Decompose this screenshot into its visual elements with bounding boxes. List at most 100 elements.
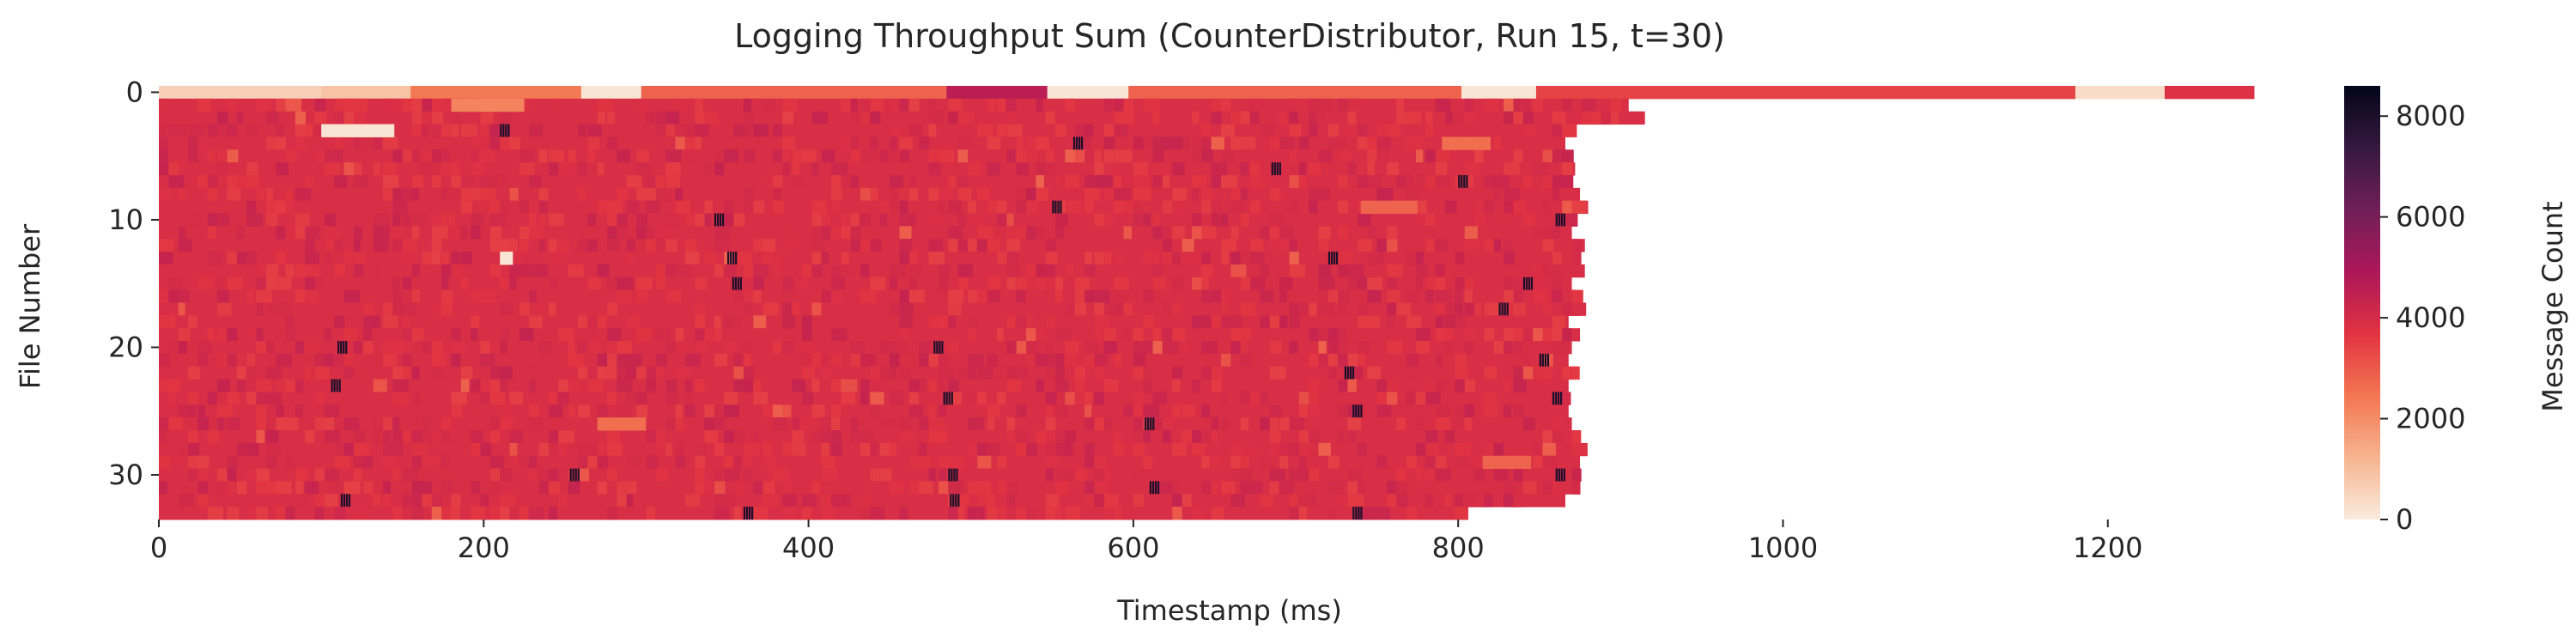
heatmap-cell	[1376, 328, 1393, 342]
heatmap-cell	[1084, 353, 1098, 368]
heatmap-cell	[1230, 404, 1242, 418]
heatmap-cell	[168, 417, 183, 431]
heatmap-hotspot	[1352, 366, 1355, 380]
heatmap-cell	[451, 264, 464, 278]
heatmap-cell	[957, 187, 972, 202]
heatmap-cell	[636, 276, 653, 291]
heatmap-cell	[305, 289, 319, 303]
heatmap-cell	[217, 404, 233, 418]
heatmap-cell	[412, 124, 424, 137]
heatmap-cell	[957, 366, 969, 380]
heatmap-cell	[178, 341, 187, 355]
heatmap-cell	[410, 86, 582, 100]
heatmap-cell	[246, 379, 258, 392]
heatmap-cell	[188, 149, 199, 163]
heatmap-cell	[538, 302, 549, 316]
heatmap-cell	[1152, 442, 1165, 457]
heatmap-cell	[246, 252, 257, 265]
heatmap-cell	[1045, 417, 1056, 431]
heatmap-cell	[948, 239, 961, 252]
heatmap-cell	[1513, 200, 1527, 215]
heatmap-hotspot	[1150, 417, 1152, 431]
heatmap-cell	[471, 213, 484, 227]
heatmap-cell	[617, 341, 632, 355]
heatmap-cell	[256, 468, 270, 482]
heatmap-cell	[1230, 200, 1245, 215]
colorbar-label: Message Count	[2537, 201, 2569, 411]
heatmap-cell	[811, 289, 823, 303]
heatmap-cell	[412, 187, 419, 202]
heatmap-cell	[1084, 341, 1098, 355]
heatmap-cell	[607, 507, 618, 520]
heatmap-cell	[295, 468, 309, 482]
heatmap-cell	[471, 507, 486, 520]
heatmap-cell	[1435, 379, 1447, 392]
heatmap-cell	[957, 494, 970, 507]
heatmap-cell	[675, 328, 684, 342]
heatmap-cell	[841, 392, 856, 405]
heatmap-cell	[919, 481, 933, 495]
heatmap-cell	[811, 226, 824, 240]
heatmap-cell	[1162, 417, 1175, 431]
heatmap-cell	[265, 481, 278, 495]
heatmap-cell	[373, 507, 387, 520]
heatmap-cell	[1045, 455, 1060, 470]
heatmap-cell	[587, 137, 600, 150]
heatmap-cell	[1425, 430, 1438, 444]
heatmap-cell	[597, 404, 608, 418]
heatmap-cell	[1201, 289, 1212, 303]
heatmap-hotspot	[1498, 302, 1501, 316]
heatmap-cell	[1504, 289, 1515, 303]
heatmap-cell	[1036, 98, 1043, 112]
heatmap-cell	[821, 455, 835, 470]
heatmap-cell	[1386, 341, 1403, 355]
heatmap-cell	[899, 366, 911, 380]
heatmap-cell	[1562, 162, 1573, 176]
heatmap-hotspot	[1463, 174, 1466, 188]
heatmap-cell	[529, 366, 538, 380]
heatmap-cell	[500, 379, 508, 392]
heatmap-cell	[1386, 239, 1398, 252]
heatmap-cell	[1425, 392, 1441, 405]
heatmap-cell	[1172, 481, 1180, 495]
heatmap-cell	[1094, 289, 1111, 303]
heatmap-cell	[441, 417, 452, 431]
heatmap-cell	[276, 162, 289, 176]
heatmap-cell	[1006, 315, 1016, 329]
heatmap-cell	[675, 341, 689, 355]
heatmap-cell	[948, 442, 957, 457]
heatmap-cell	[714, 149, 726, 163]
heatmap-cell	[1094, 302, 1105, 316]
heatmap-cell	[383, 341, 394, 355]
heatmap-cell	[1484, 200, 1495, 215]
heatmap-cell	[1396, 468, 1409, 482]
heatmap-cell	[879, 149, 889, 163]
heatmap-cell	[489, 226, 502, 240]
heatmap-cell	[480, 328, 491, 342]
heatmap-cell	[860, 392, 869, 405]
heatmap-cell	[236, 379, 246, 392]
heatmap-cell	[890, 353, 902, 368]
heatmap-cell	[1309, 124, 1318, 137]
heatmap-cell	[1610, 111, 1619, 125]
heatmap-cell	[1610, 98, 1622, 112]
heatmap-cell	[305, 366, 312, 380]
heatmap-cell	[1152, 328, 1161, 342]
heatmap-cell	[792, 174, 804, 189]
heatmap-cell	[246, 124, 260, 137]
heatmap-cell	[1074, 379, 1084, 392]
heatmap-cell	[1435, 302, 1447, 316]
heatmap-cell	[1327, 366, 1337, 380]
heatmap-cell	[782, 404, 792, 418]
heatmap-cell	[850, 98, 858, 112]
heatmap-cell	[188, 392, 198, 405]
heatmap-cell	[353, 366, 369, 380]
heatmap-hotspot	[716, 213, 720, 227]
heatmap-cell	[373, 137, 382, 150]
heatmap-cell	[636, 404, 648, 418]
colorbar-tick-label: 4000	[2396, 301, 2465, 334]
heatmap-cell	[967, 162, 981, 176]
heatmap-cell	[655, 353, 667, 368]
heatmap-hotspot	[1075, 137, 1078, 150]
heatmap-cell-low	[1442, 137, 1492, 150]
